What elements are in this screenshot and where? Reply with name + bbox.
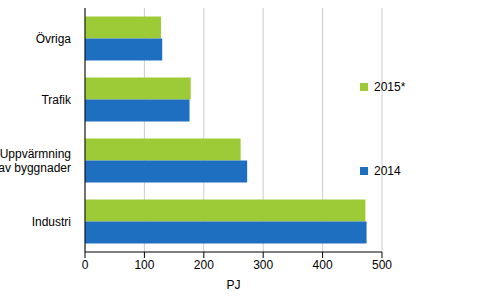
svg-text:100: 100 — [134, 258, 154, 272]
html-text:2014: 2014 — [374, 164, 401, 178]
svg-text:PJ: PJ — [226, 278, 240, 292]
svg-text:Industri: Industri — [32, 215, 71, 229]
svg-text:0: 0 — [82, 258, 89, 272]
svg-text:400: 400 — [313, 258, 333, 272]
svg-text:500: 500 — [372, 258, 392, 272]
svg-text:Övriga: Övriga — [36, 32, 72, 46]
svg-text:300: 300 — [253, 258, 273, 272]
svg-text:Uppvärmningav byggnader: Uppvärmningav byggnader — [8, 147, 71, 175]
html-text:2015*: 2015* — [374, 80, 406, 94]
svg-text:200: 200 — [194, 258, 214, 272]
svg-text:Trafik: Trafik — [41, 93, 72, 107]
